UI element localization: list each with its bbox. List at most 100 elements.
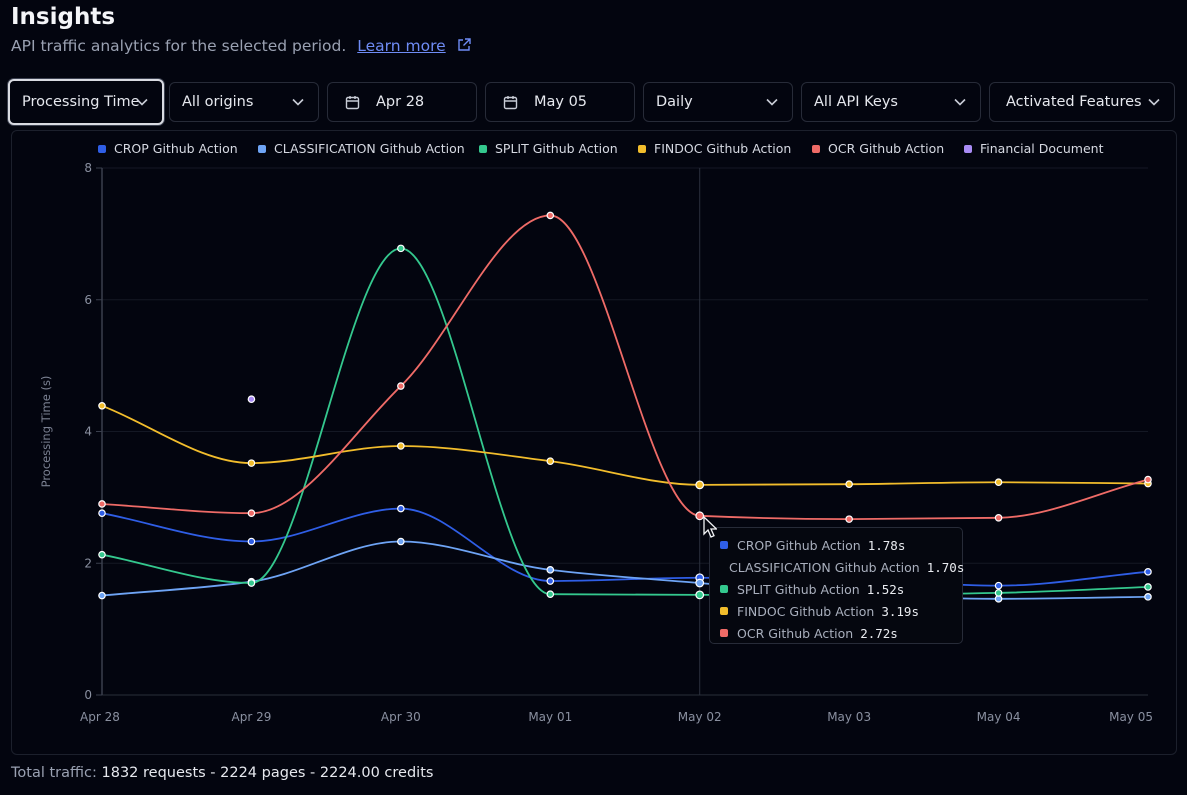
data-point-findoc-github-action[interactable] <box>845 480 853 489</box>
x-tick-label: Apr 30 <box>381 710 421 724</box>
chevron-down-icon <box>954 98 966 106</box>
data-point-findoc-github-action[interactable] <box>546 457 555 465</box>
tooltip-row: SPLIT Github Action 1.52s <box>720 578 952 600</box>
data-point-split-github-action[interactable] <box>695 590 705 600</box>
data-point-ocr-github-action[interactable] <box>98 500 106 508</box>
tooltip-swatch <box>720 585 728 593</box>
traffic-summary: Total traffic: 1832 requests - 2224 page… <box>11 765 433 781</box>
data-point-ocr-github-action[interactable] <box>845 515 853 523</box>
x-tick-label: May 01 <box>528 710 572 724</box>
data-point-split-github-action[interactable] <box>397 244 405 253</box>
data-point-financial-document[interactable] <box>247 395 256 404</box>
data-point-split-github-action[interactable] <box>994 589 1003 597</box>
tooltip-label: CROP Github Action <box>737 537 861 553</box>
data-point-classification-github-action[interactable] <box>695 578 705 588</box>
legend-swatch <box>258 144 266 153</box>
calendar-icon <box>503 95 518 109</box>
x-tick-label: May 02 <box>678 710 722 724</box>
tooltip-label: SPLIT Github Action <box>737 581 860 597</box>
metric-select[interactable]: Processing Time <box>8 79 164 125</box>
tooltip-label: FINDOC Github Action <box>737 603 875 619</box>
tooltip-label: CLASSIFICATION Github Action <box>729 559 920 575</box>
features-value: Activated Features <box>1006 94 1142 110</box>
series-line-findoc-github-action <box>101 404 1149 486</box>
learn-more-link[interactable]: Learn more <box>357 37 446 55</box>
data-point-split-github-action[interactable] <box>98 550 106 559</box>
chevron-down-icon <box>1148 98 1160 106</box>
data-point-crop-github-action[interactable] <box>98 509 106 517</box>
legend-swatch <box>479 144 487 153</box>
features-select[interactable]: Activated Features <box>989 82 1175 122</box>
start-date-picker[interactable]: Apr 28 <box>327 82 477 122</box>
granularity-select[interactable]: Daily <box>643 82 793 122</box>
data-point-crop-github-action[interactable] <box>994 581 1003 590</box>
y-tick-label: 0 <box>84 688 92 702</box>
y-tick-label: 8 <box>84 161 92 175</box>
series-line-split-github-action <box>101 247 1149 596</box>
y-tick-label: 2 <box>84 556 92 570</box>
data-point-crop-github-action[interactable] <box>1144 568 1152 576</box>
y-tick-label: 4 <box>84 425 92 439</box>
api-keys-value: All API Keys <box>814 94 898 110</box>
legend-item-classification-github-action[interactable]: CLASSIFICATION Github Action <box>258 141 465 156</box>
tooltip-swatch <box>720 607 728 615</box>
data-point-crop-github-action[interactable] <box>247 537 256 546</box>
legend-swatch <box>98 144 106 153</box>
x-tick-label: Apr 28 <box>80 710 120 724</box>
data-point-split-github-action[interactable] <box>1144 583 1152 591</box>
legend-item-crop-github-action[interactable]: CROP Github Action <box>98 141 238 156</box>
data-point-findoc-github-action[interactable] <box>397 442 405 450</box>
calendar-icon <box>345 95 360 109</box>
tooltip-value: 1.70s <box>926 559 965 575</box>
legend-item-split-github-action[interactable]: SPLIT Github Action <box>479 141 618 156</box>
data-point-split-github-action[interactable] <box>247 579 256 587</box>
tooltip-value: 2.72s <box>860 625 898 641</box>
end-date-picker[interactable]: May 05 <box>485 82 635 122</box>
data-point-classification-github-action[interactable] <box>1144 593 1152 601</box>
data-point-ocr-github-action[interactable] <box>546 211 555 220</box>
legend-label: Financial Document <box>980 141 1104 156</box>
series-line-classification-github-action <box>101 540 1149 600</box>
api-keys-select[interactable]: All API Keys <box>801 82 981 122</box>
tooltip-row: CROP Github Action 1.78s <box>720 534 952 556</box>
traffic-label: Total traffic: <box>11 765 97 781</box>
tooltip-value: 1.52s <box>866 581 905 597</box>
metric-select-value: Processing Time <box>22 94 140 110</box>
traffic-value: 1832 requests - 2224 pages - 2224.00 cre… <box>101 765 434 781</box>
data-point-split-github-action[interactable] <box>546 590 555 599</box>
series-line-ocr-github-action <box>101 214 1149 521</box>
data-point-ocr-github-action[interactable] <box>247 509 256 517</box>
data-point-findoc-github-action[interactable] <box>98 402 106 410</box>
data-point-findoc-github-action[interactable] <box>695 480 705 490</box>
x-tick-label: May 05 <box>1109 710 1153 724</box>
series-line-crop-github-action <box>101 507 1149 587</box>
end-date-value: May 05 <box>534 94 588 110</box>
legend-item-findoc-github-action[interactable]: FINDOC Github Action <box>638 141 791 156</box>
tooltip-row: FINDOC Github Action 3.19s <box>720 600 952 622</box>
legend-label: SPLIT Github Action <box>495 141 618 156</box>
data-point-findoc-github-action[interactable] <box>994 478 1003 487</box>
origins-select[interactable]: All origins <box>169 82 319 122</box>
data-point-classification-github-action[interactable] <box>397 537 405 546</box>
page-title: Insights <box>11 4 116 30</box>
page-subtitle: API traffic analytics for the selected p… <box>11 37 471 55</box>
external-link-icon[interactable] <box>457 38 471 52</box>
legend-item-financial-document[interactable]: Financial Document <box>964 141 1103 156</box>
tooltip-label: OCR Github Action <box>737 625 854 641</box>
data-point-classification-github-action[interactable] <box>98 591 106 600</box>
chevron-down-icon <box>136 98 148 106</box>
legend-item-ocr-github-action[interactable]: OCR Github Action <box>812 141 944 156</box>
data-point-findoc-github-action[interactable] <box>247 459 256 467</box>
data-point-ocr-github-action[interactable] <box>1144 475 1152 484</box>
subtitle-text: API traffic analytics for the selected p… <box>11 37 347 55</box>
data-point-crop-github-action[interactable] <box>397 504 405 513</box>
data-point-ocr-github-action[interactable] <box>397 382 405 390</box>
granularity-value: Daily <box>656 94 693 110</box>
data-point-crop-github-action[interactable] <box>546 577 555 585</box>
legend-label: CLASSIFICATION Github Action <box>274 141 465 156</box>
legend-swatch <box>812 144 820 153</box>
data-point-ocr-github-action[interactable] <box>994 513 1003 522</box>
data-point-classification-github-action[interactable] <box>546 566 555 574</box>
chevron-down-icon <box>292 98 304 106</box>
